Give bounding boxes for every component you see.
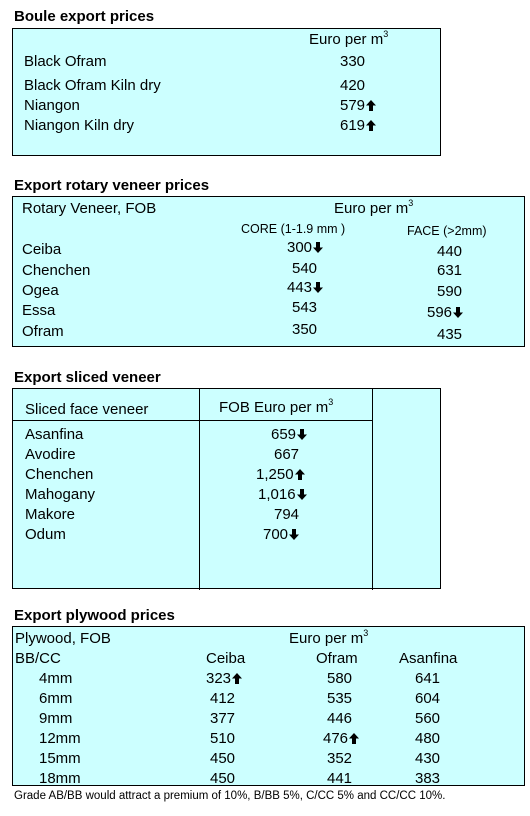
sliced-col-value: FOB Euro per m3 bbox=[219, 397, 334, 417]
sliced-row-value: 794 bbox=[274, 506, 300, 523]
boule-unit-header: Euro per m3 bbox=[309, 29, 389, 49]
plywood-ceiba-value: 377 bbox=[210, 710, 236, 727]
sliced-row-value: 659 bbox=[271, 426, 308, 444]
sliced-row-value: 667 bbox=[274, 446, 300, 463]
boule-row-value: 420 bbox=[340, 77, 366, 94]
arrow-up-icon bbox=[366, 100, 377, 111]
arrow-down-icon bbox=[313, 242, 324, 253]
rotary-face-value: 435 bbox=[437, 326, 463, 343]
plywood-ofram-value: 352 bbox=[327, 750, 353, 767]
arrow-up-icon bbox=[232, 673, 243, 684]
rotary-row-name: Chenchen bbox=[22, 262, 91, 279]
plywood-row-size: 4mm bbox=[39, 670, 73, 687]
rotary-face-value: 631 bbox=[437, 262, 463, 279]
plywood-col-header: Ofram bbox=[316, 650, 358, 667]
rotary-row-name: Essa bbox=[22, 302, 56, 319]
boule-row-name: Niangon bbox=[24, 97, 80, 114]
rotary-core-value: 300 bbox=[287, 239, 324, 257]
boule-row-value: 619 bbox=[340, 117, 377, 135]
rotary-col-core: CORE (1-1.9 mm ) bbox=[241, 222, 346, 236]
rotary-row-name: Ogea bbox=[22, 282, 59, 299]
boule-row-value: 579 bbox=[340, 97, 377, 115]
plywood-row-size: 6mm bbox=[39, 690, 73, 707]
plywood-footnote: Grade AB/BB would attract a premium of 1… bbox=[14, 790, 446, 802]
arrow-down-icon bbox=[297, 429, 308, 440]
plywood-ceiba-value: 323 bbox=[206, 670, 243, 688]
rotary-core-value: 543 bbox=[292, 299, 318, 316]
plywood-row-size: 9mm bbox=[39, 710, 73, 727]
plywood-col-header: Ceiba bbox=[206, 650, 246, 667]
plywood-ofram-value: 441 bbox=[327, 770, 353, 787]
arrow-up-icon bbox=[366, 120, 377, 131]
plywood-ofram-value: 446 bbox=[327, 710, 353, 727]
plywood-ceiba-value: 450 bbox=[210, 770, 236, 787]
boule-row-name: Black Ofram Kiln dry bbox=[24, 77, 161, 94]
arrow-down-icon bbox=[289, 529, 300, 540]
plywood-row-size: 15mm bbox=[39, 750, 81, 767]
plywood-ofram-value: 580 bbox=[327, 670, 353, 687]
rotary-unit-header: Euro per m3 bbox=[334, 198, 414, 218]
plywood-unit-header: Euro per m3 bbox=[289, 628, 369, 648]
rotary-core-value: 443 bbox=[287, 279, 324, 297]
arrow-down-icon bbox=[453, 307, 464, 318]
boule-heading: Boule export prices bbox=[14, 8, 155, 25]
plywood-col-header: Asanfina bbox=[399, 650, 458, 667]
rotary-core-value: 540 bbox=[292, 260, 318, 277]
plywood-asanfina-value: 480 bbox=[415, 730, 441, 747]
rotary-face-value: 590 bbox=[437, 283, 463, 300]
plywood-asanfina-value: 604 bbox=[415, 690, 441, 707]
plywood-ceiba-value: 510 bbox=[210, 730, 236, 747]
rotary-label: Rotary Veneer, FOB bbox=[22, 200, 157, 217]
plywood-ceiba-value: 450 bbox=[210, 750, 236, 767]
plywood-ceiba-value: 412 bbox=[210, 690, 236, 707]
plywood-asanfina-value: 430 bbox=[415, 750, 441, 767]
boule-row-name: Black Ofram bbox=[24, 53, 107, 70]
boule-table: Euro per m3 Black Ofram Black Ofram Kiln… bbox=[12, 28, 441, 156]
rotary-row-name: Ofram bbox=[22, 323, 64, 340]
sliced-row-name: Makore bbox=[25, 506, 76, 523]
sliced-row-name: Mahogany bbox=[25, 486, 96, 503]
rotary-row-name: Ceiba bbox=[22, 241, 62, 258]
rotary-face-value: 596 bbox=[427, 304, 464, 322]
sliced-row-name: Chenchen bbox=[25, 466, 94, 483]
arrow-down-icon bbox=[296, 489, 307, 500]
sliced-row-value: 1,016 bbox=[258, 486, 307, 504]
sliced-table: Sliced face veneer FOB Euro per m3 Asanf… bbox=[12, 388, 441, 590]
plywood-label: Plywood, FOB bbox=[15, 630, 111, 647]
plywood-ofram-value: 535 bbox=[327, 690, 353, 707]
boule-row-value: 330 bbox=[340, 53, 366, 70]
sliced-col-name: Sliced face veneer bbox=[25, 401, 149, 418]
plywood-asanfina-value: 560 bbox=[415, 710, 441, 727]
plywood-row-size: 12mm bbox=[39, 730, 81, 747]
sliced-heading: Export sliced veneer bbox=[14, 369, 161, 386]
sliced-row-name: Asanfina bbox=[25, 426, 84, 443]
sliced-row-value: 700 bbox=[263, 526, 300, 544]
plywood-heading: Export plywood prices bbox=[14, 607, 175, 624]
plywood-table: Plywood, FOB Euro per m3 BB/CC Ceiba Ofr… bbox=[12, 626, 525, 787]
arrow-up-icon bbox=[349, 733, 360, 744]
plywood-asanfina-value: 383 bbox=[415, 770, 441, 787]
arrow-down-icon bbox=[313, 282, 324, 293]
sliced-row-name: Avodire bbox=[25, 446, 76, 463]
rotary-face-value: 440 bbox=[437, 243, 463, 260]
plywood-ofram-value: 476 bbox=[323, 730, 360, 748]
sliced-row-name: Odum bbox=[25, 526, 66, 543]
rotary-heading: Export rotary veneer prices bbox=[14, 177, 210, 194]
rotary-col-face: FACE (>2mm) bbox=[407, 224, 487, 238]
sliced-row-value: 1,250 bbox=[256, 466, 305, 484]
rotary-core-value: 350 bbox=[292, 321, 318, 338]
arrow-up-icon bbox=[294, 469, 305, 480]
plywood-asanfina-value: 641 bbox=[415, 670, 441, 687]
plywood-grade: BB/CC bbox=[15, 650, 61, 667]
rotary-table: Rotary Veneer, FOB Euro per m3 CORE (1-1… bbox=[12, 196, 525, 347]
boule-row-name: Niangon Kiln dry bbox=[24, 117, 135, 134]
plywood-row-size: 18mm bbox=[39, 770, 81, 787]
